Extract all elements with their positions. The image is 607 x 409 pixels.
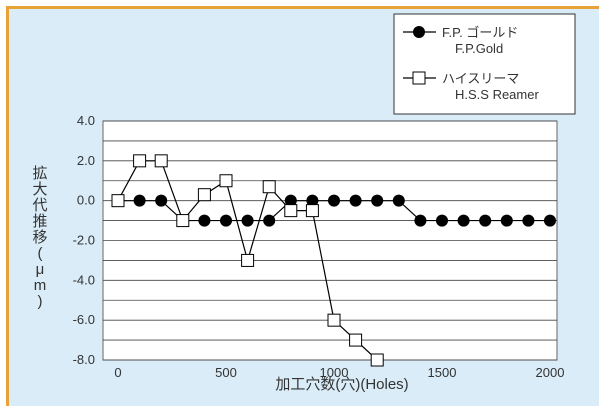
x-tick-label: 1000 [320, 365, 349, 380]
series-markers [111, 154, 556, 367]
series-2-point [176, 214, 190, 228]
y-tick-label: -6.0 [73, 312, 95, 327]
series-2-point [197, 188, 211, 202]
series-2-point [262, 180, 276, 194]
series-1-point [500, 214, 513, 227]
tick-labels: 4.0 2.0 0.0 -2.0 -4.0 -6.0 -8.0 0 500 1000 1500 200… [73, 113, 565, 380]
series-1-point [328, 194, 340, 207]
series-1-point [436, 214, 448, 227]
series-2-point [370, 353, 384, 367]
series-2-point [305, 204, 319, 218]
series-1-point [284, 194, 297, 207]
legend-label: F.P. ゴールド [442, 25, 518, 40]
series-1-point [133, 194, 146, 207]
y-tick-label: 4.0 [77, 113, 95, 128]
series-1-point [479, 214, 492, 227]
series-1-point [241, 214, 254, 227]
series-2-point [219, 174, 233, 188]
y-tick-label: 0.0 [77, 193, 95, 208]
series-1-point [198, 214, 211, 227]
series-1-point [371, 194, 384, 207]
legend-label: ハイスリーマ [442, 71, 519, 86]
series-1-point [349, 194, 362, 207]
series-1-point [522, 214, 535, 227]
y-tick-label: -2.0 [73, 233, 95, 248]
x-tick-label: 1500 [428, 365, 457, 380]
series-2-point [241, 253, 255, 267]
legend-label-en: H.S.S Reamer [455, 87, 539, 102]
y-tick-label: -8.0 [73, 352, 95, 367]
series-2-point [111, 194, 125, 208]
series-2-point [327, 313, 341, 327]
series-1-point [392, 194, 405, 207]
x-tick-label: 2000 [536, 365, 565, 380]
series-2-point [154, 154, 168, 168]
series-2-point [133, 154, 147, 168]
series-2-point [284, 204, 298, 218]
x-axis-title: 加工穴数(穴)(Holes) [275, 376, 408, 393]
series-1-point [544, 214, 556, 227]
y-axis-title: 拡大代推移(μ m) [32, 165, 47, 310]
series-2-point [349, 333, 363, 347]
y-tick-label: 2.0 [77, 153, 95, 168]
legend-marker-hollow-square [412, 71, 426, 85]
series-1-point [414, 214, 427, 227]
series-1-point [457, 214, 470, 227]
legend-label-en: F.P.Gold [455, 41, 503, 56]
series-1-point [306, 194, 319, 207]
series-1-point [155, 194, 168, 207]
series-1-point [263, 214, 276, 227]
y-tick-label: -4.0 [73, 272, 95, 287]
x-tick-label: 0 [114, 365, 121, 380]
series-1-point [220, 214, 232, 227]
x-tick-label: 500 [215, 365, 237, 380]
legend-marker-filled-circle [413, 26, 425, 38]
